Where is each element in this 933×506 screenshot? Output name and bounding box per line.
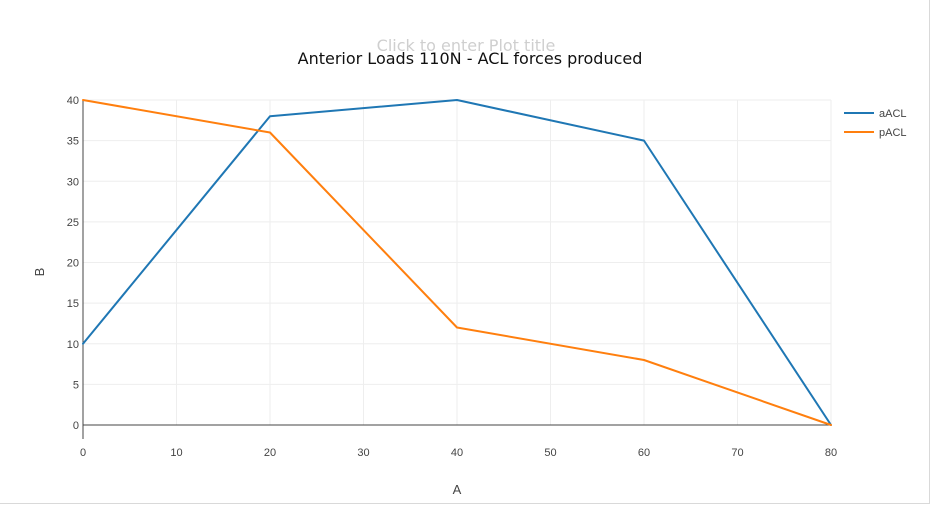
y-tick-label: 10 [67, 339, 79, 351]
y-axis-title: B [32, 268, 47, 277]
x-tick-label: 40 [451, 447, 463, 459]
series-lines [82, 99, 832, 426]
grid [83, 99, 832, 425]
legend-label-aACL[interactable]: aACL [879, 108, 907, 120]
y-tick-label: 5 [73, 379, 79, 391]
title-placeholder[interactable]: Click to enter Plot title [377, 36, 556, 55]
y-tick-label: 15 [67, 298, 79, 310]
x-tick-label: 60 [638, 447, 650, 459]
y-tick-label: 20 [67, 258, 79, 270]
x-tick-label: 0 [80, 447, 86, 459]
y-tick-label: 25 [67, 217, 79, 229]
y-tick-label: 0 [73, 420, 79, 432]
y-tick-label: 30 [67, 176, 79, 188]
axes: 0 10 20 30 40 50 60 70 80 0 5 10 15 20 25 30 35 40 [67, 95, 837, 459]
x-tick-label: 50 [544, 447, 556, 459]
x-tick-label: 80 [825, 447, 837, 459]
x-axis-title: A [453, 482, 462, 497]
x-tick-label: 20 [264, 447, 276, 459]
chart-title: Anterior Loads 110N - ACL forces produce… [298, 49, 643, 68]
legend-label-pACL[interactable]: pACL [879, 127, 907, 139]
legend[interactable]: aACL pACL [844, 108, 907, 139]
x-tick-label: 10 [170, 447, 182, 459]
series-line-pACL[interactable] [82, 99, 832, 426]
series-line-aACL[interactable] [82, 99, 832, 426]
y-tick-label: 35 [67, 136, 79, 148]
x-tick-label: 30 [357, 447, 369, 459]
y-tick-label: 40 [67, 95, 79, 107]
x-tick-label: 70 [731, 447, 743, 459]
